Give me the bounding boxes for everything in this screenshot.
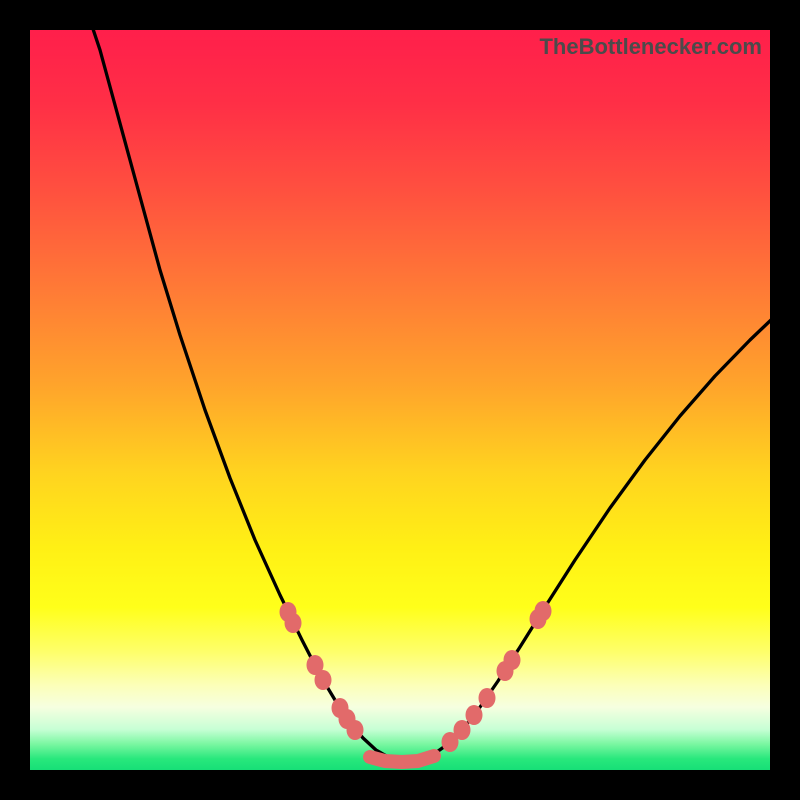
data-dot [347,720,364,740]
watermark-text: TheBottlenecker.com [539,34,762,60]
data-dot [454,720,471,740]
gradient-background [30,30,770,770]
plot-area: TheBottlenecker.com [30,30,770,770]
data-dot [504,650,521,670]
chart-svg [30,30,770,770]
stage: TheBottlenecker.com [0,0,800,800]
data-dot [315,670,332,690]
data-dot [535,601,552,621]
data-dot [285,613,302,633]
data-dot [466,705,483,725]
optimal-zone-marker [370,756,434,762]
data-dot [479,688,496,708]
